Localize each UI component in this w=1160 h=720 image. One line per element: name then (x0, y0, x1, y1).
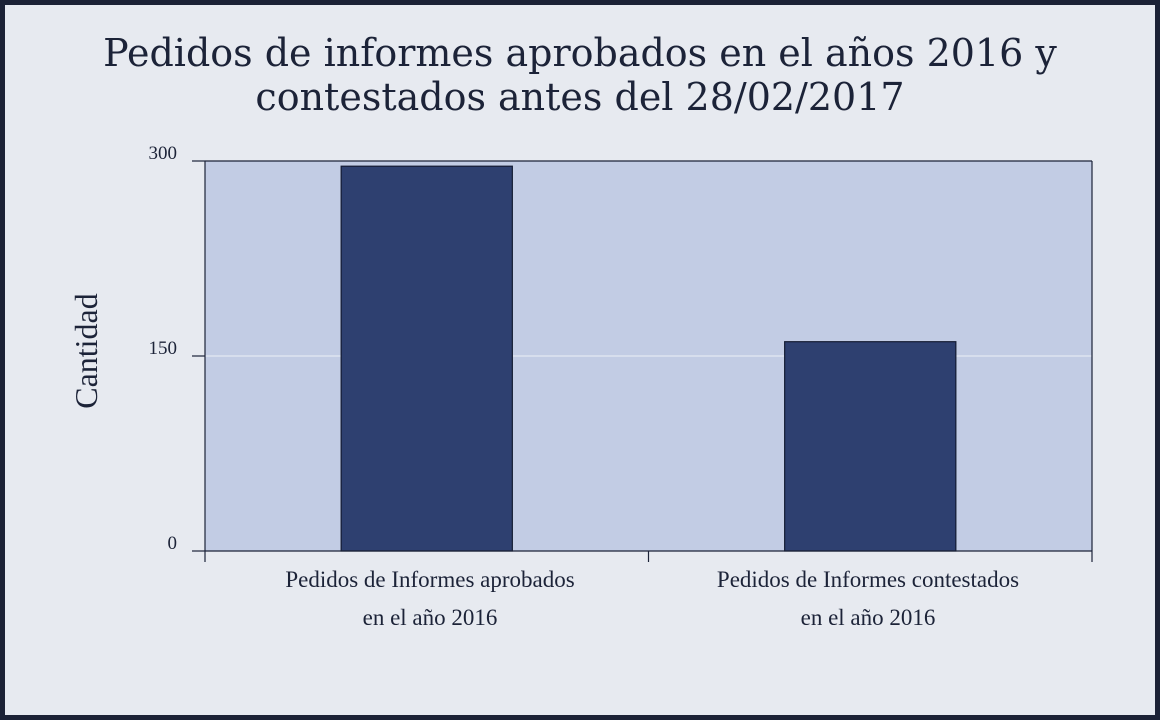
x-tick-label-contestados: Pedidos de Informes contestados en el añ… (648, 561, 1088, 637)
chart-frame: Pedidos de informes aprobados en el años… (5, 5, 1155, 715)
y-ticks: 0 150 300 (149, 143, 205, 554)
x-tick-label-line: Pedidos de Informes aprobados (285, 567, 575, 592)
x-tick-label-line: en el año 2016 (362, 605, 498, 630)
y-axis-label: Cantidad (68, 293, 104, 409)
x-tick-label-line: en el año 2016 (800, 605, 936, 630)
chart-title: Pedidos de informes aprobados en el años… (5, 31, 1155, 119)
x-tick-label-line: Pedidos de Informes contestados (716, 567, 1020, 592)
y-tick-label: 150 (149, 338, 178, 359)
chart-title-line-1: Pedidos de informes aprobados en el años… (103, 31, 1057, 75)
bar-1 (784, 341, 957, 552)
bars (340, 165, 957, 552)
chart-title-line-2: contestados antes del 28/02/2017 (255, 75, 905, 119)
y-tick-label: 0 (168, 533, 178, 554)
bar-chart: 0 150 300 Cantidad (68, 143, 1093, 562)
bar-0 (340, 165, 513, 552)
y-tick-label: 300 (149, 143, 178, 164)
x-tick-label-aprobados: Pedidos de Informes aprobados en el año … (210, 561, 650, 637)
